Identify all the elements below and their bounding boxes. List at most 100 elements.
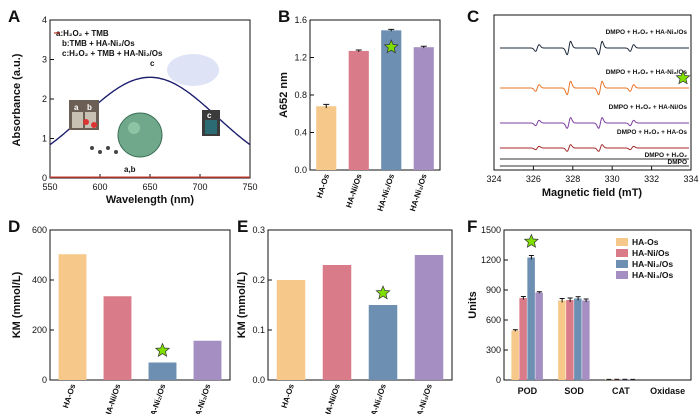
b-category-label: HA-Ni/Os <box>344 172 364 209</box>
c-star <box>675 70 691 85</box>
b-category-label: HA-Ni₃/Os <box>408 172 429 212</box>
e-ylabel: KM (mmol/L) <box>236 271 248 338</box>
d-bar <box>193 340 222 380</box>
panel-label-f: F <box>467 217 477 236</box>
f-star <box>523 233 539 248</box>
c-xtick-label: 326 <box>526 174 541 184</box>
e-ytick-label: 0.2 <box>252 275 265 285</box>
epr-trace <box>499 144 689 152</box>
d-bar <box>103 296 132 380</box>
epr-trace-label: DMPO + H₂O₂ <box>645 152 688 159</box>
e-category-label: HA-Ni/Os <box>322 382 342 414</box>
panel-e: E 0.0 0.1 0.2 0.3 HA-Os HA-Ni/Os HA-Ni₂/Os HA-N… <box>236 217 453 414</box>
epr-trace <box>499 117 689 129</box>
e-bar <box>276 280 306 380</box>
c-xtick-label: 328 <box>565 174 580 184</box>
c-xtick-label: 330 <box>605 174 620 184</box>
b-star <box>383 39 399 54</box>
nanozyme-highlight <box>128 122 140 134</box>
epr-trace-label: DMPO + H₂O₂ + HA-Os <box>617 129 687 136</box>
d-ytick-label: 200 <box>32 325 47 335</box>
e-category-label: HA-Ni₃/Os <box>413 382 434 414</box>
vial-c <box>205 120 217 134</box>
d-category-label: HA-Ni/Os <box>103 382 123 414</box>
f-category-label: POD <box>518 386 538 396</box>
e-category-label: HA-Ni₂/Os <box>367 382 388 414</box>
a-xtick-label: 600 <box>92 182 107 192</box>
h2o2-molecule <box>83 119 97 128</box>
f-legend-swatch <box>616 249 628 257</box>
nanozyme-sphere <box>117 112 163 158</box>
f-category-label: SOD <box>564 386 584 396</box>
d-star <box>154 342 171 357</box>
f-ytick-label: 600 <box>486 315 501 325</box>
b-bar <box>316 106 337 170</box>
a-ytick-label: 0 <box>42 173 47 183</box>
b-ytick-label: 0.0 <box>294 165 307 175</box>
e-ytick-label: 0.3 <box>252 225 265 235</box>
f-ytick-label: 300 <box>486 345 501 355</box>
c-xlabel: Magnetic field (mT) <box>542 187 643 199</box>
a-ytick-label: 4 <box>42 15 47 25</box>
panel-d: D 0 200 400 600 HA-Os HA-Ni/Os HA-Ni₂/Os HA-Ni₃… <box>8 217 231 414</box>
panel-label-d: D <box>8 217 20 236</box>
tmb-molecule <box>90 146 118 154</box>
f-ylabel: Units <box>467 291 479 319</box>
c-xtick-label: 324 <box>486 174 501 184</box>
a-ytick-label: 1 <box>42 134 47 144</box>
panel-a: A 0 1 2 3 4 550 600 650 700 750 a:H₂O₂ + TMB b:TM… <box>8 7 258 206</box>
legend-a: a:H₂O₂ + TMB <box>56 29 109 38</box>
curve-label-ab: a,b <box>124 165 136 174</box>
legend-c: c:H₂O₂ + TMB + HA-Ni₂/Os <box>62 49 163 58</box>
oxtmb-molecule <box>167 54 219 86</box>
b-ytick-label: 1.6 <box>294 15 307 25</box>
curve-label-c: c <box>150 59 155 68</box>
b-ytick-label: 0.4 <box>294 128 307 138</box>
f-legend-label: HA-Ni/Os <box>632 248 670 258</box>
f-legend-swatch <box>616 271 628 279</box>
f-legend-label: HA-Ni₃/Os <box>632 270 674 280</box>
e-ytick-label: 0.1 <box>252 325 265 335</box>
panel-label-e: E <box>237 217 248 236</box>
b-bar <box>348 50 369 170</box>
f-bar <box>519 298 527 380</box>
b-category-label: HA-Os <box>315 172 331 199</box>
a-ytick-label: 2 <box>42 94 47 104</box>
d-bar <box>148 362 177 380</box>
f-legend-label: HA-Ni₂/Os <box>632 259 673 269</box>
f-ytick-label: 1500 <box>481 225 501 235</box>
d-ytick-label: 400 <box>32 275 47 285</box>
epr-trace <box>499 40 689 56</box>
a-xtick-label: 750 <box>242 182 257 192</box>
epr-trace-label: DMPO + H₂O₂ + HA-Ni₂/Os <box>606 69 688 76</box>
panel-f: F 0 300 600 900 1200 1500 POD SOD CAT Oxidase HA-… <box>467 217 692 396</box>
a-xtick-label: 700 <box>192 182 207 192</box>
f-bar <box>535 292 543 380</box>
e-bar <box>322 265 352 380</box>
f-legend-label: HA-Os <box>632 237 659 247</box>
b-ytick-label: 0.8 <box>294 90 307 100</box>
f-ytick-label: 0 <box>496 375 501 385</box>
panel-label-a: A <box>8 7 20 26</box>
a-ytick-label: 3 <box>42 55 47 65</box>
panel-f-frame <box>503 229 692 381</box>
f-bar <box>566 300 574 380</box>
a-xlabel: Wavelength (nm) <box>106 194 195 206</box>
f-bar <box>574 298 582 380</box>
vial-b <box>85 112 96 128</box>
vial-label-c: c <box>207 111 212 120</box>
panel-e-frame <box>267 229 453 381</box>
e-star <box>375 285 391 300</box>
e-bar <box>368 305 398 380</box>
f-legend-swatch <box>616 238 628 246</box>
f-category-label: Oxidase <box>650 386 685 396</box>
b-bar <box>381 30 402 170</box>
d-bar <box>58 254 87 380</box>
epr-trace-label: DMPO + H₂O₂ + HA-Ni/Os <box>609 104 688 111</box>
panel-label-b: B <box>278 7 290 26</box>
panel-d-frame <box>49 229 231 381</box>
panel-c: C 324 326 328 330 332 334 DMPO + H₂O₂ + HA-Ni… <box>467 7 699 199</box>
f-category-label: CAT <box>612 386 630 396</box>
vial-label-b: b <box>87 103 92 112</box>
